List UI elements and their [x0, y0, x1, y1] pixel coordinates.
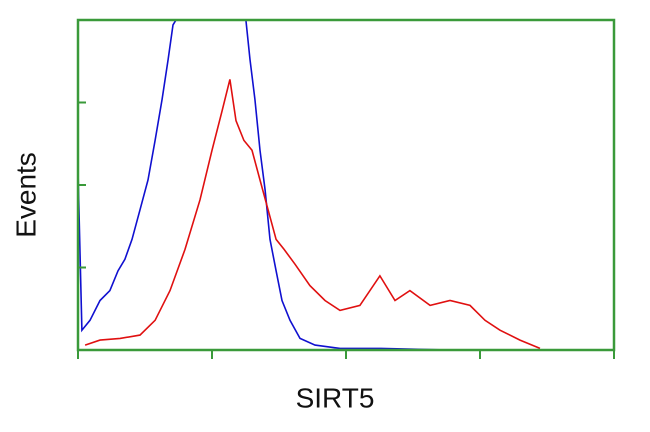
series-line	[84, 79, 541, 350]
x-axis-label: SIRT5	[296, 382, 375, 413]
y-axis-label: Events	[10, 152, 41, 238]
plot-area	[78, 20, 614, 350]
plot-frame	[76, 18, 616, 352]
series-line	[78, 20, 614, 350]
